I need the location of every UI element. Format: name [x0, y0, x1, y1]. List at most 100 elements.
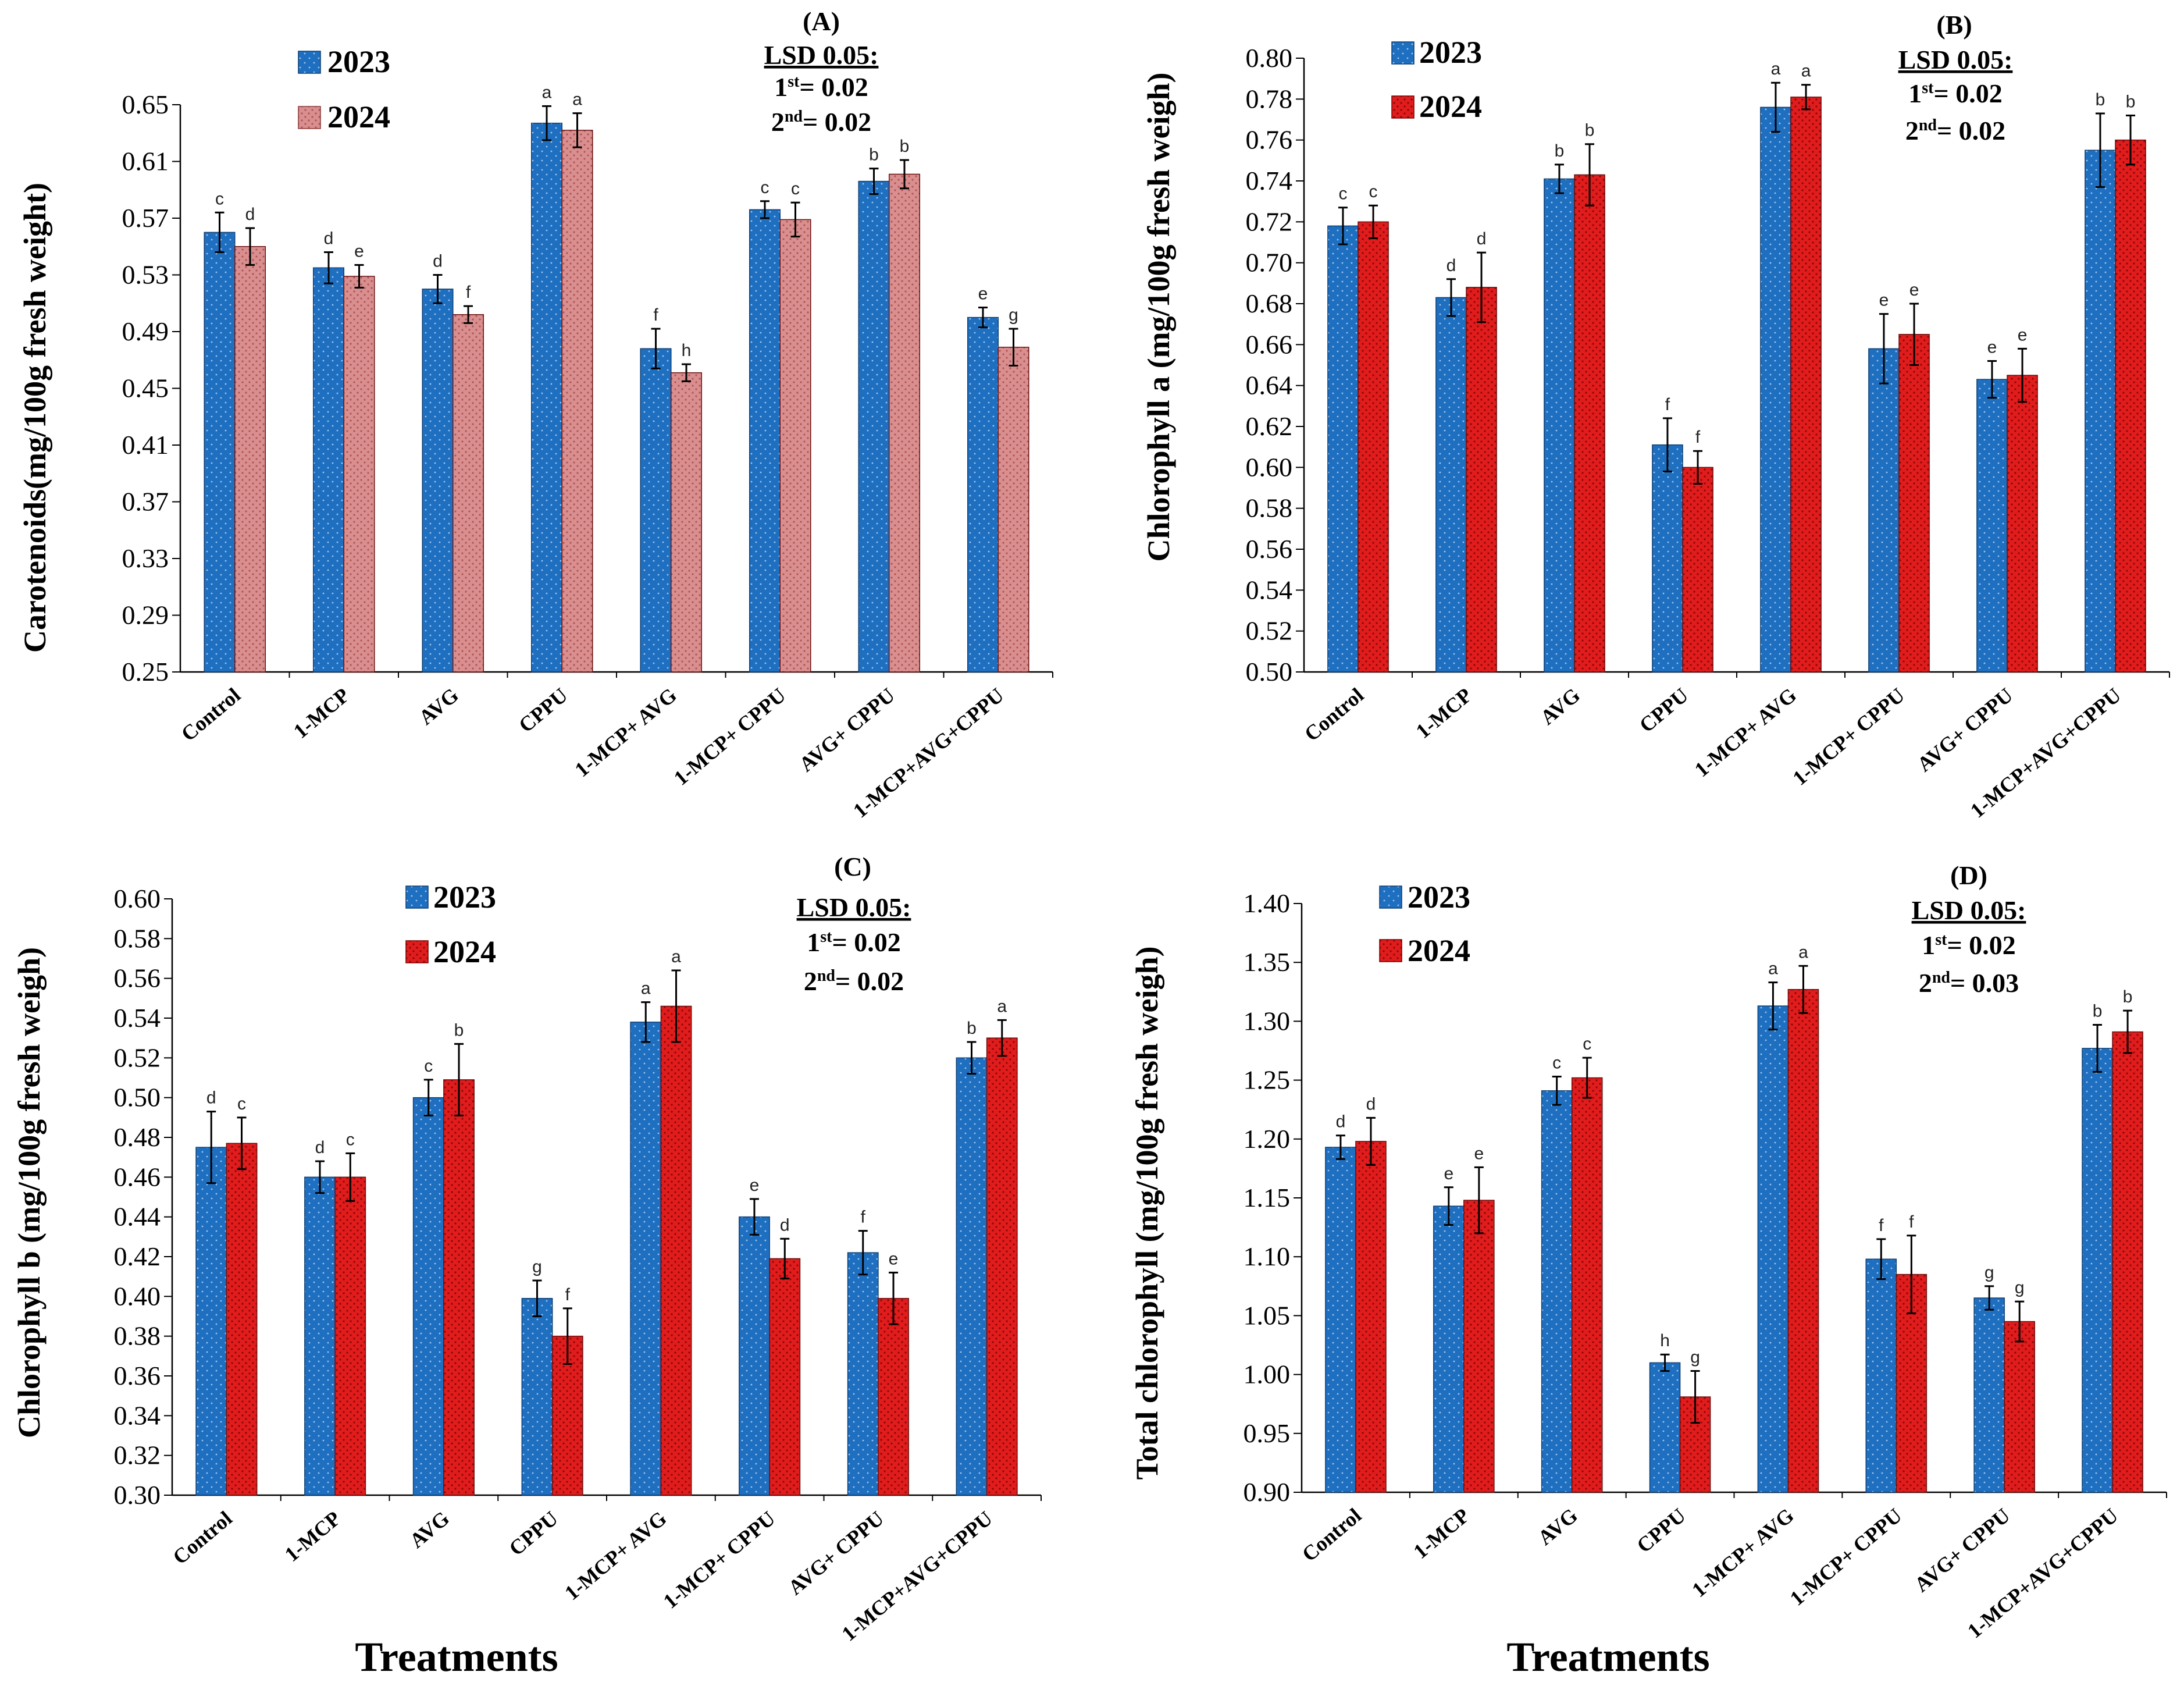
bar-2023 [1868, 348, 1900, 673]
legend-2024-label: 2024 [327, 99, 390, 134]
legend-2023-swatch [405, 885, 429, 909]
y-tick-label: 0.37 [122, 487, 169, 517]
panel-a-plot: 0.25 0.29 0.33 0.37 0.41 0.45 0.49 0.53 0.57 0.61… [122, 83, 1053, 823]
y-tick-label: 0.52 [114, 1043, 161, 1072]
bar-2023 [204, 232, 236, 673]
significance-letter: b [900, 137, 910, 156]
legend-2024-swatch [1391, 95, 1415, 119]
lsd-second-value: = 0.02 [835, 966, 904, 996]
legend-2023-label: 2023 [327, 44, 390, 79]
significance-letter: g [532, 1257, 542, 1276]
y-tick-label: 0.62 [1246, 411, 1293, 441]
bar-2024 [986, 1037, 1018, 1496]
category-label: 1-MCP [280, 1506, 345, 1566]
bar-2023 [1435, 297, 1467, 673]
y-tick-label: 0.64 [1246, 371, 1293, 400]
significance-letter: f [466, 283, 471, 302]
category-label: 1-MCP+ AVG [1690, 683, 1801, 781]
y-tick-label: 0.49 [122, 316, 169, 346]
bar-2023 [313, 267, 344, 673]
bar-2023 [1652, 444, 1683, 673]
category-label: AVG [1533, 1503, 1581, 1549]
significance-letter: d [433, 252, 443, 271]
category-label: CPPU [514, 683, 572, 737]
bar-2023 [2082, 1048, 2113, 1493]
category-label: Control [177, 683, 245, 745]
lsd-title: LSD 0.05: [1898, 45, 2013, 74]
category-label: 1-MCP+ CPPU [669, 683, 790, 789]
x-axis-title-left: Treatments [355, 1634, 558, 1680]
y-tick-label: 0.60 [114, 884, 161, 913]
panel-d: (D) Total chlorophyll (mg/100g fresh wei… [1130, 860, 2167, 1643]
panel-b-lsd: LSD 0.05: 1st= 0.02 2nd= 0.02 [1898, 45, 2013, 145]
significance-letter: d [324, 229, 334, 248]
significance-letter: e [1879, 291, 1889, 310]
panel-c-lsd: LSD 0.05: 1st= 0.02 2nd= 0.02 [797, 892, 911, 996]
bar-2023 [630, 1022, 662, 1496]
x-axis-title-right: Treatments [1506, 1634, 1709, 1680]
bar-2023 [531, 122, 562, 673]
y-tick-label: 0.30 [114, 1480, 161, 1510]
category-label: CPPU [505, 1506, 562, 1560]
legend-2024-label: 2024 [1419, 89, 1482, 124]
y-tick-label: 0.56 [1246, 534, 1293, 564]
bar-2024 [2112, 1031, 2143, 1493]
significance-letter: c [346, 1130, 355, 1149]
y-tick-label: 0.36 [114, 1361, 161, 1390]
bar-2023 [1760, 106, 1791, 673]
panel-a-ylabel: Carotenoids(mg/100g fresh weight) [17, 183, 52, 653]
significance-letter: c [791, 179, 800, 198]
bar-2024 [561, 130, 593, 673]
panel-d-lsd: LSD 0.05: 1st= 0.02 2nd= 0.03 [1912, 895, 2026, 998]
significance-letter: b [2126, 92, 2136, 111]
category-label: 1-MCP+ CPPU [659, 1506, 780, 1613]
lsd-title: LSD 0.05: [797, 892, 911, 922]
significance-letter: f [1879, 1216, 1884, 1235]
bar-2024 [334, 1176, 366, 1496]
category-label: AVG+ CPPU [1910, 1503, 2015, 1596]
significance-letter: c [1338, 184, 1347, 204]
significance-letter: c [424, 1057, 433, 1076]
significance-letter: e [978, 284, 988, 304]
bar-2024 [1571, 1077, 1603, 1493]
significance-letter: b [2096, 90, 2105, 109]
bar-2024 [1358, 221, 1389, 673]
significance-letter: f [1665, 395, 1670, 414]
significance-letter: a [572, 90, 582, 109]
panel-d-plot: 0.90 0.95 1.00 1.05 1.10 1.15 1.20 1.25 1.30 1.35… [1244, 888, 2167, 1643]
significance-letter: e [1444, 1164, 1453, 1183]
lsd-first: 1st= 0.02 [1908, 79, 2002, 108]
significance-letter: e [750, 1176, 760, 1195]
category-label: CPPU [1635, 683, 1693, 737]
y-tick-label: 0.78 [1246, 84, 1293, 113]
panel-b-legend: 2023 2024 [1391, 35, 1482, 124]
y-tick-label: 0.70 [1246, 248, 1293, 278]
bar-2024 [1355, 1141, 1387, 1493]
y-tick-label: 0.66 [1246, 329, 1293, 359]
bar-2023 [521, 1298, 553, 1496]
bar-2023 [412, 1097, 444, 1496]
lsd-first-value: = 0.02 [1934, 79, 2003, 108]
bar-2023 [422, 289, 454, 673]
lsd-second-value: = 0.03 [1950, 968, 2019, 998]
bar-2023 [967, 316, 999, 673]
legend-2023-label: 2023 [1408, 880, 1470, 915]
significance-letter: b [1585, 121, 1595, 140]
category-label: AVG [1536, 683, 1584, 729]
significance-letter: a [641, 979, 651, 998]
y-tick-label: 0.60 [1246, 452, 1293, 482]
lsd-first-value: = 0.02 [832, 927, 901, 957]
y-tick-label: 0.53 [122, 260, 169, 290]
significance-letter: e [2018, 325, 2028, 344]
y-tick-label: 0.50 [114, 1083, 161, 1112]
y-tick-label: 0.48 [114, 1122, 161, 1152]
bar-2023 [1649, 1362, 1681, 1493]
significance-letter: b [1555, 141, 1565, 161]
panel-d-legend: 2023 2024 [1379, 880, 1470, 968]
y-tick-label: 1.00 [1244, 1360, 1291, 1389]
significance-letter: e [354, 241, 364, 261]
significance-letter: g [1690, 1348, 1700, 1367]
lsd-first-value: = 0.02 [1947, 930, 2016, 960]
legend-2023-label: 2023 [433, 880, 496, 915]
legend-2024-label: 2024 [433, 934, 496, 969]
